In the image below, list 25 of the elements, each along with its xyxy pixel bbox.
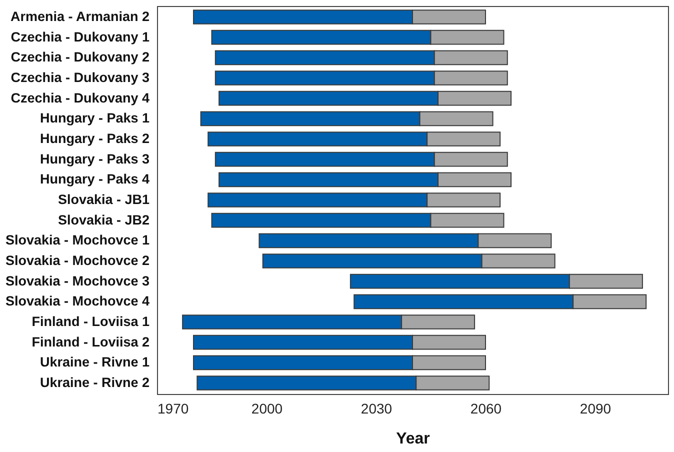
y-tick-label: Czechia - Dukovany 3 bbox=[10, 70, 150, 85]
y-tick-label: Finland - Loviisa 1 bbox=[32, 314, 150, 330]
y-tick-label: Hungary - Paks 4 bbox=[40, 172, 150, 187]
y-tick-label: Hungary - Paks 1 bbox=[40, 110, 150, 126]
y-tick-label: Finland - Loviisa 2 bbox=[32, 334, 150, 350]
y-tick-label: Czechia - Dukovany 4 bbox=[10, 90, 150, 106]
y-tick-label: Czechia - Dukovany 1 bbox=[10, 29, 150, 44]
y-tick-label: Czechia - Dukovany 2 bbox=[10, 50, 150, 65]
y-tick-label: Slovakia - Mochovce 2 bbox=[5, 253, 150, 268]
y-tick-label: Armenia - Armanian 2 bbox=[10, 8, 150, 24]
x-tick-label: 1970 bbox=[158, 400, 189, 416]
y-tick-label: Slovakia - Mochovce 3 bbox=[5, 273, 150, 288]
y-tick-label: Ukraine - Rivne 1 bbox=[40, 354, 150, 370]
y-tick-label: Hungary - Paks 3 bbox=[40, 151, 150, 166]
x-tick-label: 2060 bbox=[470, 400, 502, 416]
y-tick-label: Ukraine - Rivne 2 bbox=[40, 375, 150, 390]
x-tick-label: 2000 bbox=[251, 400, 283, 416]
y-tick-label: Slovakia - JB2 bbox=[58, 212, 150, 228]
y-tick-label: Slovakia - Mochovce 1 bbox=[5, 232, 150, 248]
y-tick-label: Slovakia - Mochovce 4 bbox=[5, 294, 150, 309]
x-axis-title: Year bbox=[396, 430, 430, 448]
x-tick-label: 2030 bbox=[360, 400, 392, 416]
x-tick-label: 2090 bbox=[580, 400, 612, 416]
y-tick-label: Hungary - Paks 2 bbox=[40, 130, 150, 146]
y-tick-label: Slovakia - JB1 bbox=[58, 192, 150, 207]
